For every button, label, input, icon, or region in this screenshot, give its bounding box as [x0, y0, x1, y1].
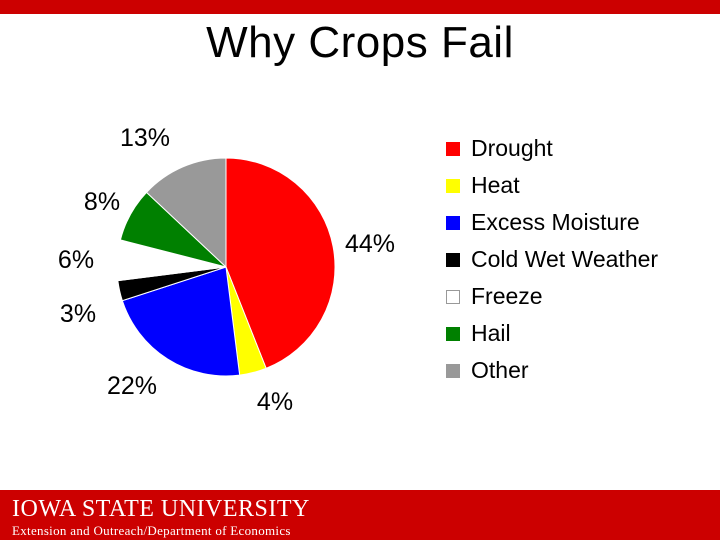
legend-label: Excess Moisture: [471, 209, 640, 235]
pie-slice-other: [145, 157, 227, 269]
university-logo: IOWA STATE UNIVERSITY: [12, 496, 310, 522]
top-accent-bar: [0, 0, 720, 14]
footer-subtitle: Extension and Outreach/Department of Eco…: [12, 523, 291, 538]
pie-chart: 44% 4% 22% 3% 6% 8% 13%: [58, 124, 395, 416]
data-label-other: 13%: [120, 124, 170, 152]
legend-swatch: [446, 252, 460, 267]
legend-swatch: [446, 141, 460, 156]
legend-swatch: [446, 289, 460, 304]
legend-item-other: Other: [446, 352, 658, 389]
chart-legend: Drought Heat Excess Moisture Cold Wet Weath…: [446, 130, 658, 389]
data-label-hail: 8%: [84, 188, 120, 216]
legend-item-cold-wet-weather: Cold Wet Weather: [446, 241, 658, 278]
data-label-freeze: 6%: [58, 246, 94, 274]
legend-label: Freeze: [471, 283, 543, 309]
legend-swatch: [446, 215, 460, 230]
chart-title: Why Crops Fail: [206, 18, 514, 67]
legend-item-drought: Drought: [446, 130, 658, 167]
legend-item-excess-moisture: Excess Moisture: [446, 204, 658, 241]
legend-item-freeze: Freeze: [446, 278, 658, 315]
legend-swatch: [446, 326, 460, 341]
data-label-cold-wet-weather: 3%: [60, 300, 96, 328]
pie-slice-drought: [225, 157, 336, 369]
data-label-excess-moisture: 22%: [107, 372, 157, 400]
legend-item-hail: Hail: [446, 315, 658, 352]
legend-label: Heat: [471, 172, 520, 198]
data-label-heat: 4%: [257, 388, 293, 416]
legend-label: Hail: [471, 320, 511, 346]
data-label-drought: 44%: [345, 230, 395, 258]
legend-swatch: [446, 178, 460, 193]
footer-bar: IOWA STATE UNIVERSITY Extension and Outr…: [0, 490, 720, 540]
legend-swatch: [446, 363, 460, 378]
legend-item-heat: Heat: [446, 167, 658, 204]
legend-label: Cold Wet Weather: [471, 246, 659, 272]
pie-slice-excess-moisture: [121, 266, 241, 377]
legend-label: Other: [471, 357, 529, 383]
legend-label: Drought: [471, 135, 553, 161]
